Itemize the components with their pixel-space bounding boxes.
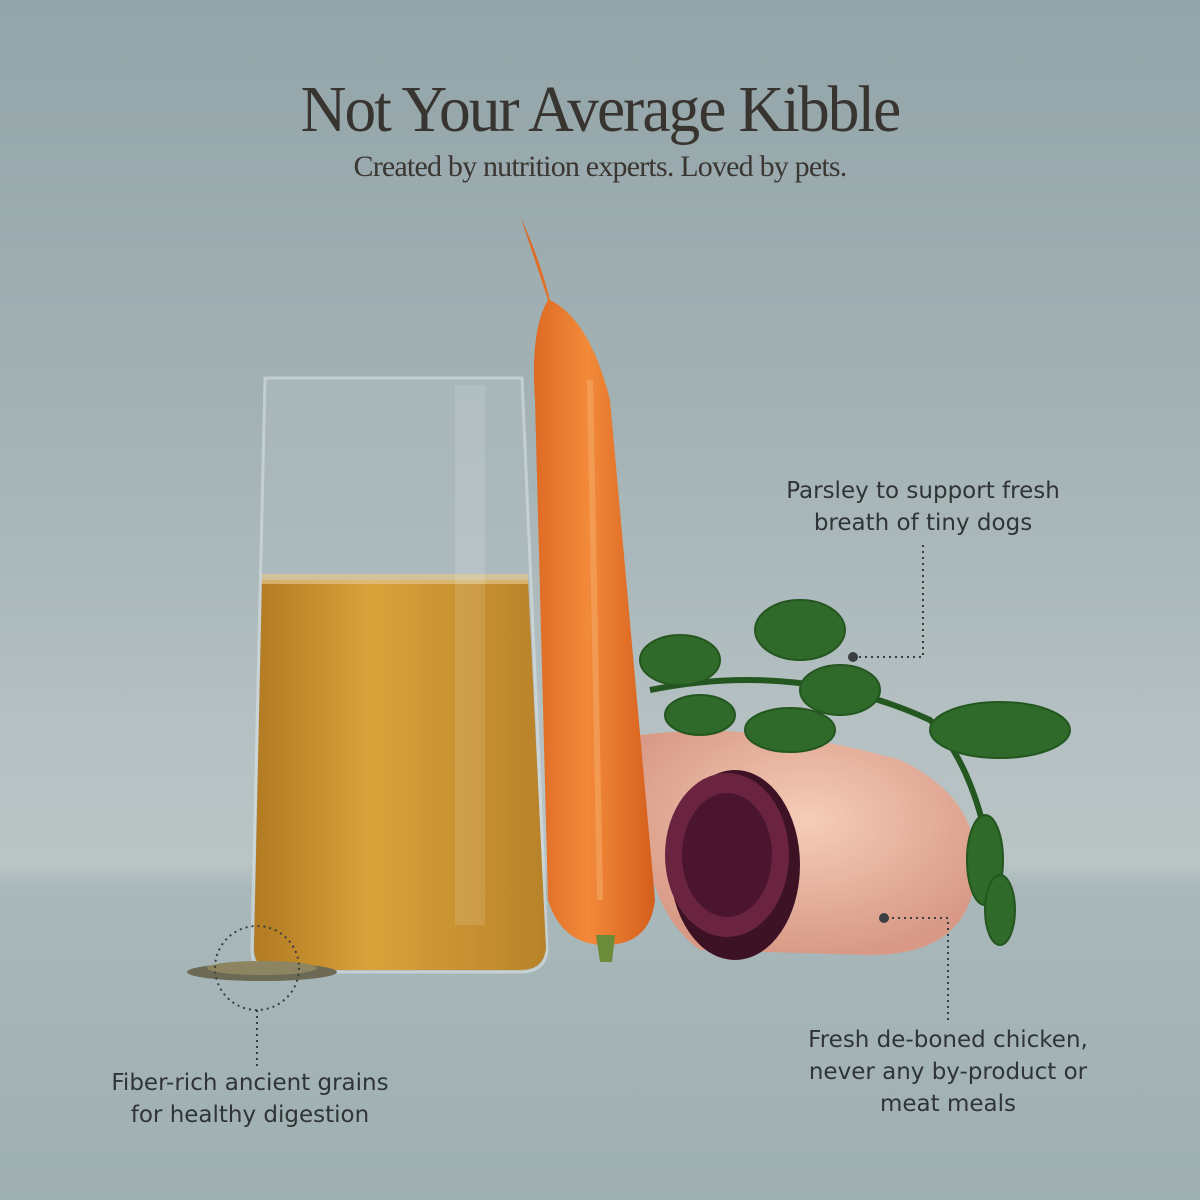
callout-line: meat meals bbox=[879, 1091, 1016, 1117]
parsley-callout: Parsley to support fresh breath of tiny … bbox=[723, 475, 1123, 539]
page-subtitle: Created by nutrition experts. Loved by p… bbox=[353, 150, 847, 183]
ancient-grains-pile bbox=[187, 961, 337, 981]
chicken-callout: Fresh de-boned chicken, never any by-pro… bbox=[748, 1024, 1148, 1120]
carrot bbox=[521, 218, 655, 962]
glass-of-broth bbox=[250, 376, 549, 974]
parsley-marker-dot bbox=[848, 652, 858, 662]
callout-line: for healthy digestion bbox=[130, 1102, 370, 1128]
callout-line: Fresh de-boned chicken, bbox=[808, 1027, 1088, 1053]
grains-callout: Fiber-rich ancient grains for healthy di… bbox=[50, 1067, 450, 1131]
callout-leaders bbox=[214, 545, 949, 1066]
callout-line: Fiber-rich ancient grains bbox=[111, 1070, 389, 1096]
purple-beet bbox=[665, 770, 800, 960]
page-title: Not Your Average Kibble bbox=[300, 73, 902, 146]
callout-line: never any by-product or bbox=[808, 1059, 1088, 1085]
callout-line: Parsley to support fresh bbox=[786, 478, 1060, 504]
chicken-marker-dot bbox=[879, 913, 889, 923]
callout-line: breath of tiny dogs bbox=[813, 510, 1033, 536]
parsley-sprig bbox=[639, 599, 1071, 946]
